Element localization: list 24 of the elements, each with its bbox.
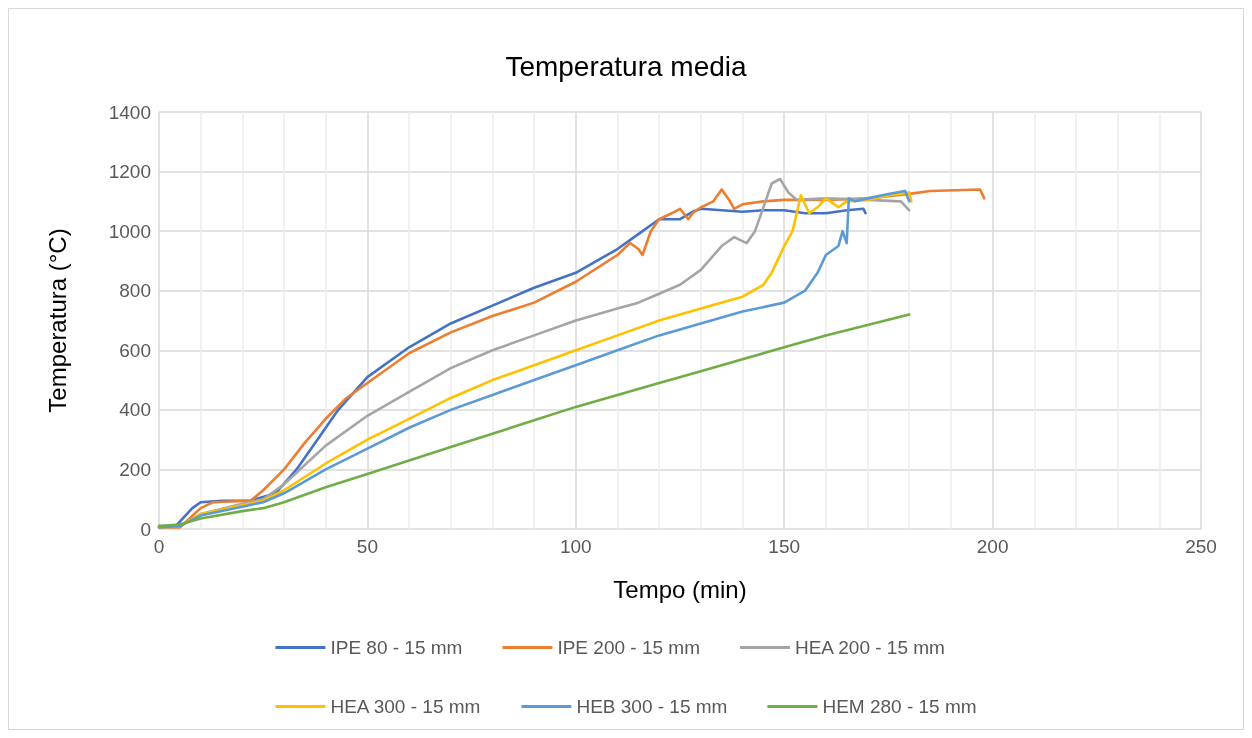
y-tick-label: 0 xyxy=(140,518,151,540)
x-tick-label: 150 xyxy=(768,536,801,557)
legend-label: HEM 280 - 15 mm xyxy=(822,696,977,717)
x-tick-label: 200 xyxy=(976,536,1009,557)
legend-label: IPE 80 - 15 mm xyxy=(330,637,463,658)
y-tick-label: 600 xyxy=(119,339,151,361)
x-tick-label: 100 xyxy=(559,536,592,557)
legend-label: HEA 300 - 15 mm xyxy=(330,696,481,717)
x-tick-label: 250 xyxy=(1185,536,1217,557)
x-axis-title: Tempo (min) xyxy=(613,575,747,603)
y-tick-label: 200 xyxy=(119,458,151,480)
y-tick-label: 800 xyxy=(119,280,151,302)
y-axis-title: Temperatura (°C) xyxy=(43,228,71,413)
x-tick-label: 0 xyxy=(153,536,165,557)
y-tick-label: 1000 xyxy=(108,220,151,242)
x-tick-label: 50 xyxy=(356,536,378,557)
legend-label: HEA 200 - 15 mm xyxy=(794,637,945,658)
y-tick-label: 1200 xyxy=(108,161,151,183)
y-tick-label: 400 xyxy=(119,399,151,421)
legend-label: IPE 200 - 15 mm xyxy=(557,637,700,658)
legend-label: HEB 300 - 15 mm xyxy=(576,696,728,717)
y-tick-label: 1400 xyxy=(108,101,151,123)
line-series xyxy=(157,313,911,528)
chart-title: Temperatura media xyxy=(505,50,748,82)
